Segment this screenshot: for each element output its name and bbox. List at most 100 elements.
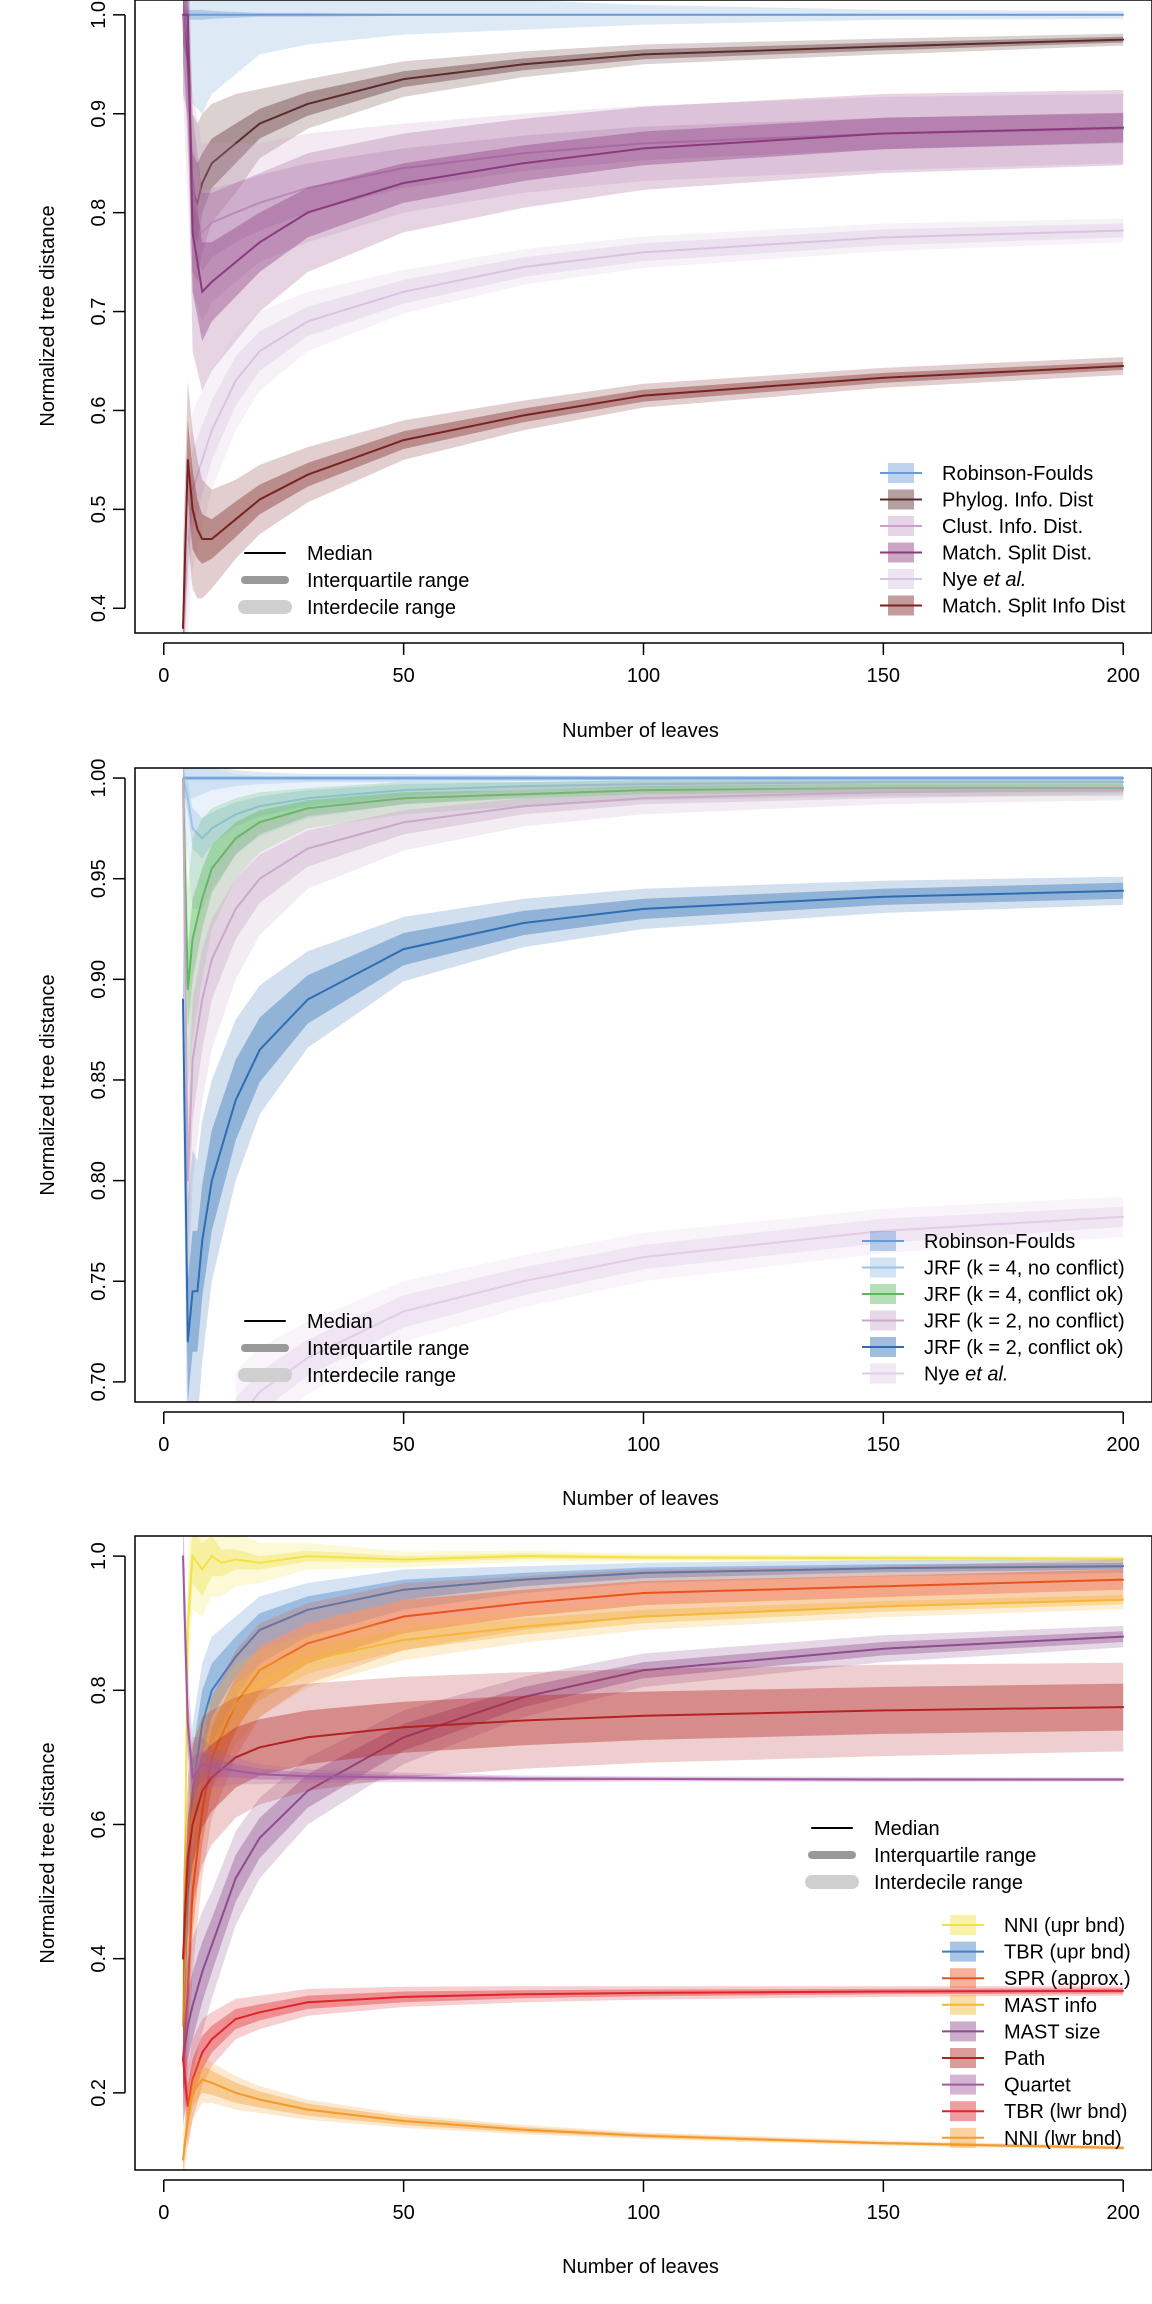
series-jrf-k-4-no-conflict (182, 768, 1125, 909)
legend-label: TBR (lwr bnd) (1004, 2101, 1127, 2123)
series-jrf-k-2-conflict-ok (182, 876, 1125, 1402)
data-point (234, 1702, 237, 1705)
legend-label: JRF (k = 4, no conflict) (924, 1258, 1125, 1280)
series-tbr-upr-bnd (182, 1559, 1125, 2093)
data-point (306, 2108, 309, 2111)
data-point (210, 429, 213, 432)
data-point (402, 167, 405, 170)
legend-label: Clust. Info. Dist. (942, 516, 1083, 538)
data-point (191, 1890, 194, 1893)
data-point (522, 266, 525, 268)
y-tick-label: 0.75 (88, 1262, 110, 1301)
data-point (642, 1572, 645, 1574)
data-point (1122, 1578, 1125, 1581)
data-point (191, 1555, 194, 1557)
y-tick-label: 0.8 (88, 199, 110, 227)
data-point (210, 867, 213, 870)
data-point (258, 821, 261, 824)
x-tick-label: 0 (158, 2202, 169, 2224)
plot-area (182, 1536, 1125, 2170)
data-point (191, 1290, 194, 1293)
data-point (191, 1810, 194, 1812)
data-point (196, 1290, 199, 1293)
data-point (306, 777, 309, 779)
data-point (258, 1561, 261, 1564)
data-point (210, 827, 213, 830)
y-tick-label: 0.80 (88, 1161, 110, 1200)
data-point (1122, 1635, 1125, 1638)
interquartile-band-clust-info-dist (183, 0, 1124, 272)
data-point (182, 998, 184, 1001)
y-tick-label: 0.95 (88, 859, 110, 898)
plot-frame (134, 1535, 1152, 2171)
data-point (522, 2128, 525, 2131)
data-point (402, 290, 405, 293)
x-axis: 0 50 100 150 200 Number of leaves (158, 2179, 1140, 2278)
data-point (191, 488, 194, 491)
data-point (306, 2001, 309, 2004)
interquartile-band-nye-et-al (235, 1206, 1124, 1402)
data-point (182, 627, 184, 629)
interdecile-band-mast-size (183, 1625, 1124, 2127)
data-point (186, 777, 189, 779)
data-point (306, 320, 309, 323)
data-point (234, 1756, 237, 1759)
x-axis-title: Number of leaves (562, 720, 719, 742)
legend-label: Path (1004, 2048, 1045, 2070)
series-jrf-k-2-no-conflict (182, 768, 1125, 1302)
x-axis-title: Number of leaves (562, 2256, 719, 2278)
data-point (258, 122, 261, 125)
data-point (1122, 1215, 1125, 1218)
data-point (191, 1776, 194, 1779)
data-point (402, 13, 405, 16)
data-point (402, 948, 405, 950)
interquartile-band-quartet (183, 1536, 1124, 1798)
statistics-legend-label: Median (307, 543, 373, 565)
x-tick-label: 100 (627, 1434, 660, 1456)
statistics-legend-label: Interdecile range (307, 1365, 456, 1387)
interdecile-band-tbr-upr-bnd (183, 1559, 1124, 2093)
data-point (191, 508, 194, 511)
data-point (201, 1763, 204, 1765)
data-point (258, 1746, 261, 1749)
data-point (210, 958, 213, 961)
data-point (234, 518, 237, 521)
data-point (522, 1696, 525, 1698)
x-axis-title: Number of leaves (562, 1488, 719, 1510)
legend-label: Nye et al. (924, 1364, 1008, 1386)
data-point (191, 2091, 194, 2094)
y-tick-label: 0.4 (88, 594, 110, 622)
x-tick-label: 0 (158, 665, 169, 687)
data-point (258, 2098, 261, 2101)
data-point (258, 1669, 261, 1672)
x-tick-label: 50 (393, 1434, 415, 1456)
data-point (201, 837, 204, 840)
x-tick-label: 200 (1107, 1434, 1140, 1456)
data-point (402, 439, 405, 441)
data-point (1122, 1565, 1125, 1568)
median-line-nni-upr-bnd (182, 1553, 1124, 2026)
x-tick-label: 200 (1107, 2202, 1140, 2224)
data-point (186, 1622, 189, 1625)
data-point (258, 777, 261, 779)
data-point (182, 777, 184, 779)
data-point (210, 1944, 213, 1947)
y-tick-label: 0.7 (88, 298, 110, 326)
data-point (210, 1766, 213, 1769)
data-point (882, 1585, 885, 1588)
series-path (182, 1662, 1125, 2040)
legend-label: Match. Split Info Dist (942, 596, 1126, 618)
legend-label: JRF (k = 4, conflict ok) (924, 1284, 1124, 1306)
data-point (201, 290, 204, 293)
data-point (210, 13, 213, 16)
data-point (882, 2142, 885, 2145)
data-point (1122, 789, 1125, 791)
data-point (882, 1647, 885, 1650)
y-tick-label: 0.9 (88, 100, 110, 128)
y-tick-label: 1.00 (88, 759, 110, 798)
data-point (201, 231, 204, 234)
data-point (1122, 1706, 1125, 1708)
data-point (642, 2134, 645, 2137)
data-point (210, 1179, 213, 1182)
y-tick-label: 0.90 (88, 960, 110, 999)
